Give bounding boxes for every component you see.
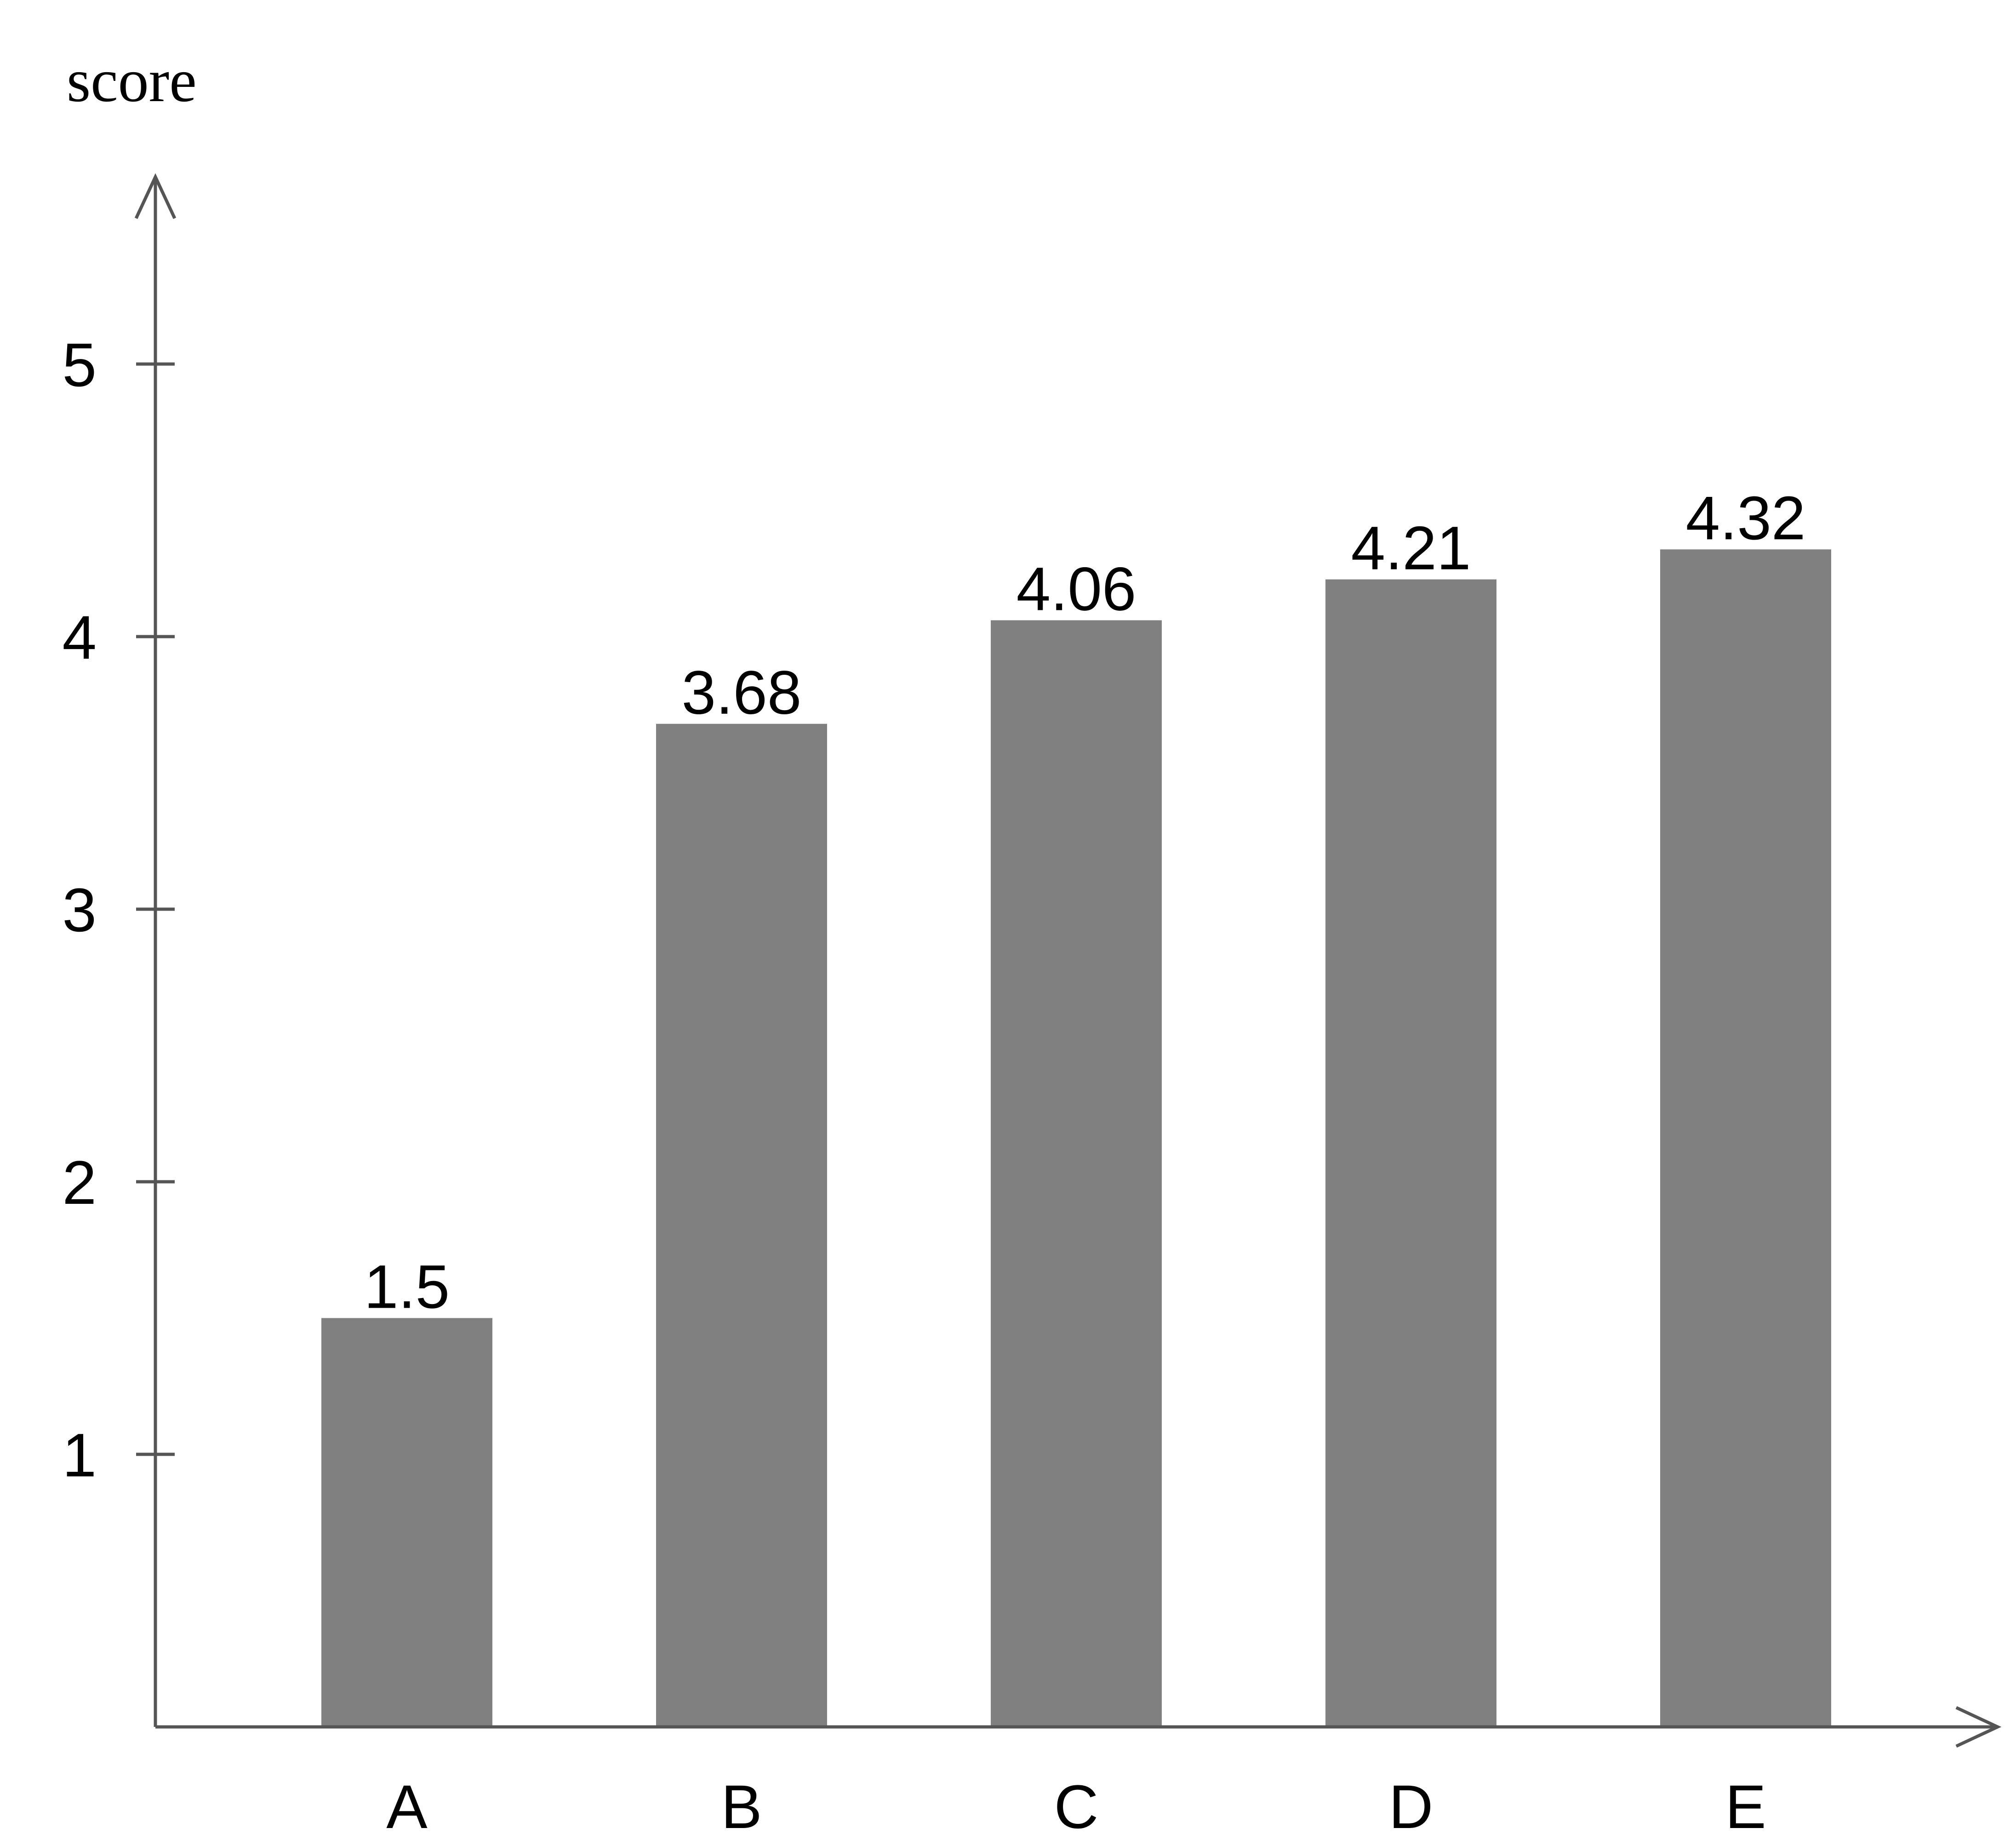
value-label-C: 4.06 bbox=[1017, 555, 1136, 623]
x-tick-label-E: E bbox=[1725, 1773, 1766, 1834]
y-tick-label-5: 5 bbox=[62, 331, 97, 399]
x-tick-label-C: C bbox=[1054, 1773, 1099, 1834]
x-labels-group: A B C D E bbox=[386, 1773, 1766, 1834]
value-label-B: 3.68 bbox=[682, 659, 802, 727]
value-label-D: 4.21 bbox=[1351, 514, 1471, 582]
x-tick-label-B: B bbox=[721, 1773, 762, 1834]
y-ticks-group: 1 2 3 4 5 bbox=[62, 331, 175, 1490]
x-tick-label-A: A bbox=[386, 1773, 428, 1834]
axes-group bbox=[134, 173, 2002, 1748]
value-labels-group: 1.5 3.68 4.06 4.21 4.32 bbox=[364, 484, 1806, 1321]
y-axis-title: score bbox=[67, 46, 197, 114]
y-tick-label-2: 2 bbox=[62, 1149, 97, 1217]
x-axis-arrow bbox=[1955, 1706, 2002, 1748]
bar-B bbox=[656, 723, 827, 1727]
y-tick-label-1: 1 bbox=[62, 1421, 97, 1490]
x-tick-label-D: D bbox=[1389, 1773, 1433, 1834]
y-axis-arrow bbox=[134, 173, 177, 219]
bar-D bbox=[1325, 579, 1496, 1727]
y-tick-label-4: 4 bbox=[62, 604, 97, 672]
bar-C bbox=[991, 620, 1162, 1727]
value-label-A: 1.5 bbox=[364, 1253, 450, 1321]
bars-group bbox=[321, 549, 1831, 1727]
value-label-E: 4.32 bbox=[1686, 484, 1806, 552]
bar-A bbox=[321, 1318, 492, 1727]
bar-E bbox=[1660, 549, 1831, 1727]
y-tick-label-3: 3 bbox=[62, 876, 97, 945]
